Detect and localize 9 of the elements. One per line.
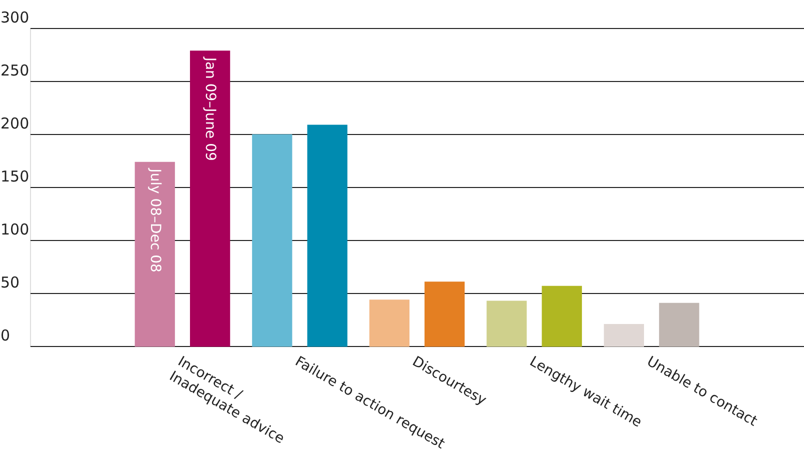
y-tick-label: 200 — [0, 114, 30, 132]
y-tick-label: 300 — [0, 8, 30, 26]
series-label: July 08–Dec 08 — [146, 168, 163, 272]
y-tick-label: 150 — [0, 168, 30, 186]
y-tick-label: 0 — [0, 326, 10, 344]
y-tick-label: 50 — [0, 274, 20, 292]
y-tick-label: 250 — [0, 62, 30, 80]
y-tick-label: 100 — [0, 220, 30, 238]
series-label: Jan 09–June 09 — [202, 56, 218, 161]
